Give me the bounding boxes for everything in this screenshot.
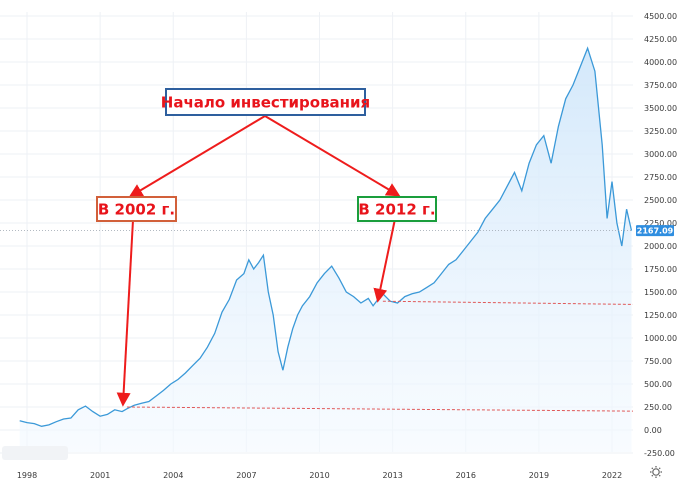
- y-tick-label: 2250.00: [644, 219, 677, 228]
- x-tick-label: 2001: [90, 471, 110, 480]
- y-tick-label: 1250.00: [644, 311, 677, 320]
- y-tick-label: -250.00: [644, 449, 675, 458]
- y-tick-label: 2750.00: [644, 173, 677, 182]
- annotation-2012: В 2012 г.: [357, 196, 437, 222]
- price-area: [19, 48, 632, 452]
- y-tick-label: 4000.00: [644, 58, 677, 67]
- support-level-line: [126, 406, 634, 412]
- y-tick-label: 500.00: [644, 380, 672, 389]
- support-levels: [0, 230, 634, 412]
- y-tick-label: 1000.00: [644, 334, 677, 343]
- y-tick-label: 4250.00: [644, 35, 677, 44]
- y-tick-label: 0.00: [644, 426, 662, 435]
- y-tick-label: 250.00: [644, 403, 672, 412]
- last-price-value: 2167.09: [637, 227, 674, 236]
- support-level-line: [382, 300, 634, 305]
- y-tick-label: 1750.00: [644, 265, 677, 274]
- arrow-2012-to-chart: [373, 218, 396, 303]
- annotation-2002-text: В 2002 г.: [98, 201, 175, 219]
- annotation-main: Начало инвестирования: [161, 88, 370, 116]
- y-tick-label: 2500.00: [644, 196, 677, 205]
- annotation-2012-text: В 2012 г.: [358, 201, 435, 219]
- annotation-main-text: Начало инвестирования: [161, 94, 370, 112]
- annotation-2002: В 2002 г.: [96, 196, 177, 222]
- annotation-arrows: [116, 115, 401, 407]
- x-tick-label: 2013: [382, 471, 402, 480]
- price-line: [19, 46, 633, 427]
- x-tick-label: 2016: [456, 471, 476, 480]
- settings-icon[interactable]: [650, 466, 662, 478]
- y-tick-label: 3500.00: [644, 104, 677, 113]
- y-tick-label: 750.00: [644, 357, 672, 366]
- arrow-main-to-2002: [128, 115, 266, 198]
- y-tick-label: 4500.00: [644, 12, 677, 21]
- y-tick-label: 3000.00: [644, 150, 677, 159]
- last-price-label: 2167.09: [636, 225, 674, 237]
- x-tick-label: 2022: [602, 471, 622, 480]
- y-tick-label: 2000.00: [644, 242, 677, 251]
- x-tick-label: 2010: [309, 471, 329, 480]
- y-axis: 4500.00 4250.00 4000.00 3750.00 3500.00 3250.…: [644, 12, 677, 458]
- arrow-main-to-2012: [264, 115, 401, 197]
- y-tick-label: 1500.00: [644, 288, 677, 297]
- x-axis: 1998 2001 2004 2007 2010 2013 2016 2019 2022: [2, 446, 622, 480]
- time-scrollbar-thumb[interactable]: [2, 446, 68, 460]
- arrow-2002-to-chart: [116, 219, 134, 407]
- x-tick-label: 2019: [529, 471, 549, 480]
- y-tick-label: 3250.00: [644, 127, 677, 136]
- x-tick-label: 1998: [17, 471, 37, 480]
- x-tick-label: 2004: [163, 471, 183, 480]
- x-tick-label: 2007: [236, 471, 256, 480]
- y-tick-label: 3750.00: [644, 81, 677, 90]
